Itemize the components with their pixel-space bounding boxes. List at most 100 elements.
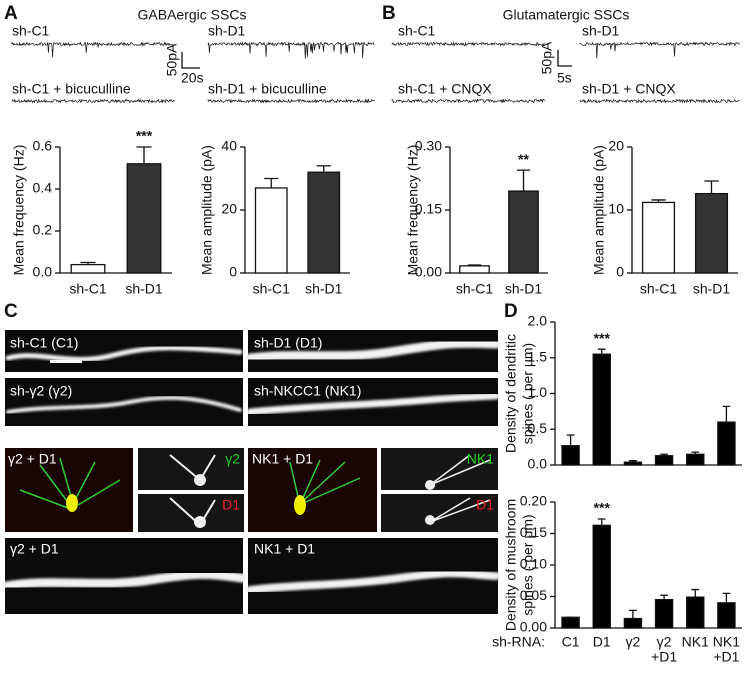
x-tick-label: γ2 <box>626 634 641 650</box>
y-axis-label: spines ( per μm) <box>520 514 536 615</box>
error-bar <box>597 348 606 355</box>
bar <box>592 524 611 629</box>
axis-line <box>554 502 742 629</box>
image-label: γ2 + D1 <box>8 451 57 467</box>
bar <box>459 265 490 274</box>
y-tick-label: 0.00 <box>415 264 442 280</box>
trace <box>391 41 545 47</box>
y-axis-label: Density of dendritic <box>503 334 519 453</box>
error-bar <box>660 594 668 600</box>
y-tick-label: 20 <box>221 201 237 217</box>
bar <box>126 163 162 274</box>
trace-label: sh-D1 <box>582 23 620 39</box>
panel-letter: D <box>504 301 518 322</box>
bar <box>654 599 674 629</box>
image-label: D1 <box>476 497 494 513</box>
panel-letter: A <box>4 3 18 24</box>
significance: *** <box>136 128 153 144</box>
scale-bar <box>181 52 200 69</box>
x-tick-label: γ2 <box>657 634 672 650</box>
panel-title: GABAergic SSCs <box>138 7 247 23</box>
trace-label: sh-D1 + bicuculline <box>208 81 327 97</box>
y-tick-label: 2.0 <box>528 313 548 329</box>
micrographs <box>1 330 501 614</box>
x-tick-label: sh-D1 <box>305 281 343 297</box>
trace-label: sh-C1 <box>12 23 50 39</box>
scale-bar <box>557 50 572 67</box>
bar <box>508 190 539 274</box>
error-bar <box>722 592 731 603</box>
error-bar <box>629 609 637 619</box>
image-label: γ2 + D1 <box>10 541 59 557</box>
image-label: sh-NKCC1 (NK1) <box>254 383 361 399</box>
image-label: sh-C1 (C1) <box>10 335 78 351</box>
y-tick-label: 1.5 <box>528 348 548 364</box>
trace <box>11 98 175 104</box>
y-axis-label: Density of mushroom <box>503 499 519 631</box>
scale-label: 5s <box>557 70 572 86</box>
y-tick-label: 40 <box>221 138 237 154</box>
significance: *** <box>594 500 611 516</box>
y-tick-label: 0.2 <box>33 222 53 238</box>
trace-label: sh-D1 + CNQX <box>582 81 676 97</box>
y-tick-label: 0.15 <box>415 201 442 217</box>
trace <box>207 41 375 59</box>
y-tick-label: 20 <box>608 138 624 154</box>
x-tick-label: NK1 <box>682 634 709 650</box>
error-bar <box>597 518 606 526</box>
y-tick-label: 0.10 <box>520 556 547 572</box>
error-bar <box>136 146 152 164</box>
error-bar <box>722 405 731 423</box>
error-bar <box>467 264 482 266</box>
error-bar <box>516 169 531 192</box>
bar <box>561 445 580 466</box>
y-tick-label: 0.0 <box>528 456 548 472</box>
image-label: D1 <box>222 497 240 513</box>
bar <box>254 187 288 274</box>
y-tick-label: 0.00 <box>520 619 547 635</box>
bar <box>592 353 611 466</box>
bar <box>694 192 729 274</box>
error-bar <box>651 199 666 203</box>
y-tick-label: 0 <box>616 264 624 280</box>
y-axis-label: Mean amplitude (pA) <box>199 145 215 275</box>
y-tick-label: 0.15 <box>520 524 547 540</box>
image-label: NK1 <box>467 451 494 467</box>
error-bar <box>660 453 668 456</box>
bar <box>307 171 341 274</box>
y-tick-label: 10 <box>608 201 624 217</box>
y-tick-label: 1.0 <box>528 384 548 400</box>
error-bar <box>80 261 96 265</box>
scale-label: 50pA <box>164 43 180 76</box>
significance: *** <box>594 330 611 346</box>
y-tick-label: 0.5 <box>528 420 548 436</box>
y-axis-label: spines ( per μm) <box>520 343 536 444</box>
error-bar <box>629 460 637 463</box>
image-label: NK1 + D1 <box>252 451 313 467</box>
error-bar <box>704 180 719 194</box>
trace-label: sh-D1 <box>208 23 246 39</box>
y-tick-label: 0.30 <box>415 138 442 154</box>
y-axis-label: Mean amplitude (pA) <box>591 145 607 275</box>
image-label: NK1 + D1 <box>254 541 315 557</box>
bar <box>561 616 580 629</box>
error-bar <box>316 165 331 173</box>
error-bar <box>264 177 279 188</box>
bar <box>686 453 705 466</box>
y-tick-label: 0.4 <box>33 180 53 196</box>
bar <box>641 201 676 274</box>
x-tick-label: NK1 <box>713 634 740 650</box>
x-tick-label: +D1 <box>713 649 739 665</box>
x-tick-label: sh-C1 <box>253 281 291 297</box>
image-label: sh-γ2 (γ2) <box>10 383 72 399</box>
significance: ** <box>518 151 529 167</box>
x-tick-label: sh-D1 <box>693 281 731 297</box>
error-bar <box>691 588 700 598</box>
y-tick-label: 0.6 <box>33 138 53 154</box>
x-tick-label: sh-D1 <box>505 281 543 297</box>
y-tick-label: 0.20 <box>520 493 547 509</box>
trace <box>207 98 375 104</box>
y-tick-label: 0 <box>229 264 237 280</box>
axis-line <box>554 322 742 466</box>
